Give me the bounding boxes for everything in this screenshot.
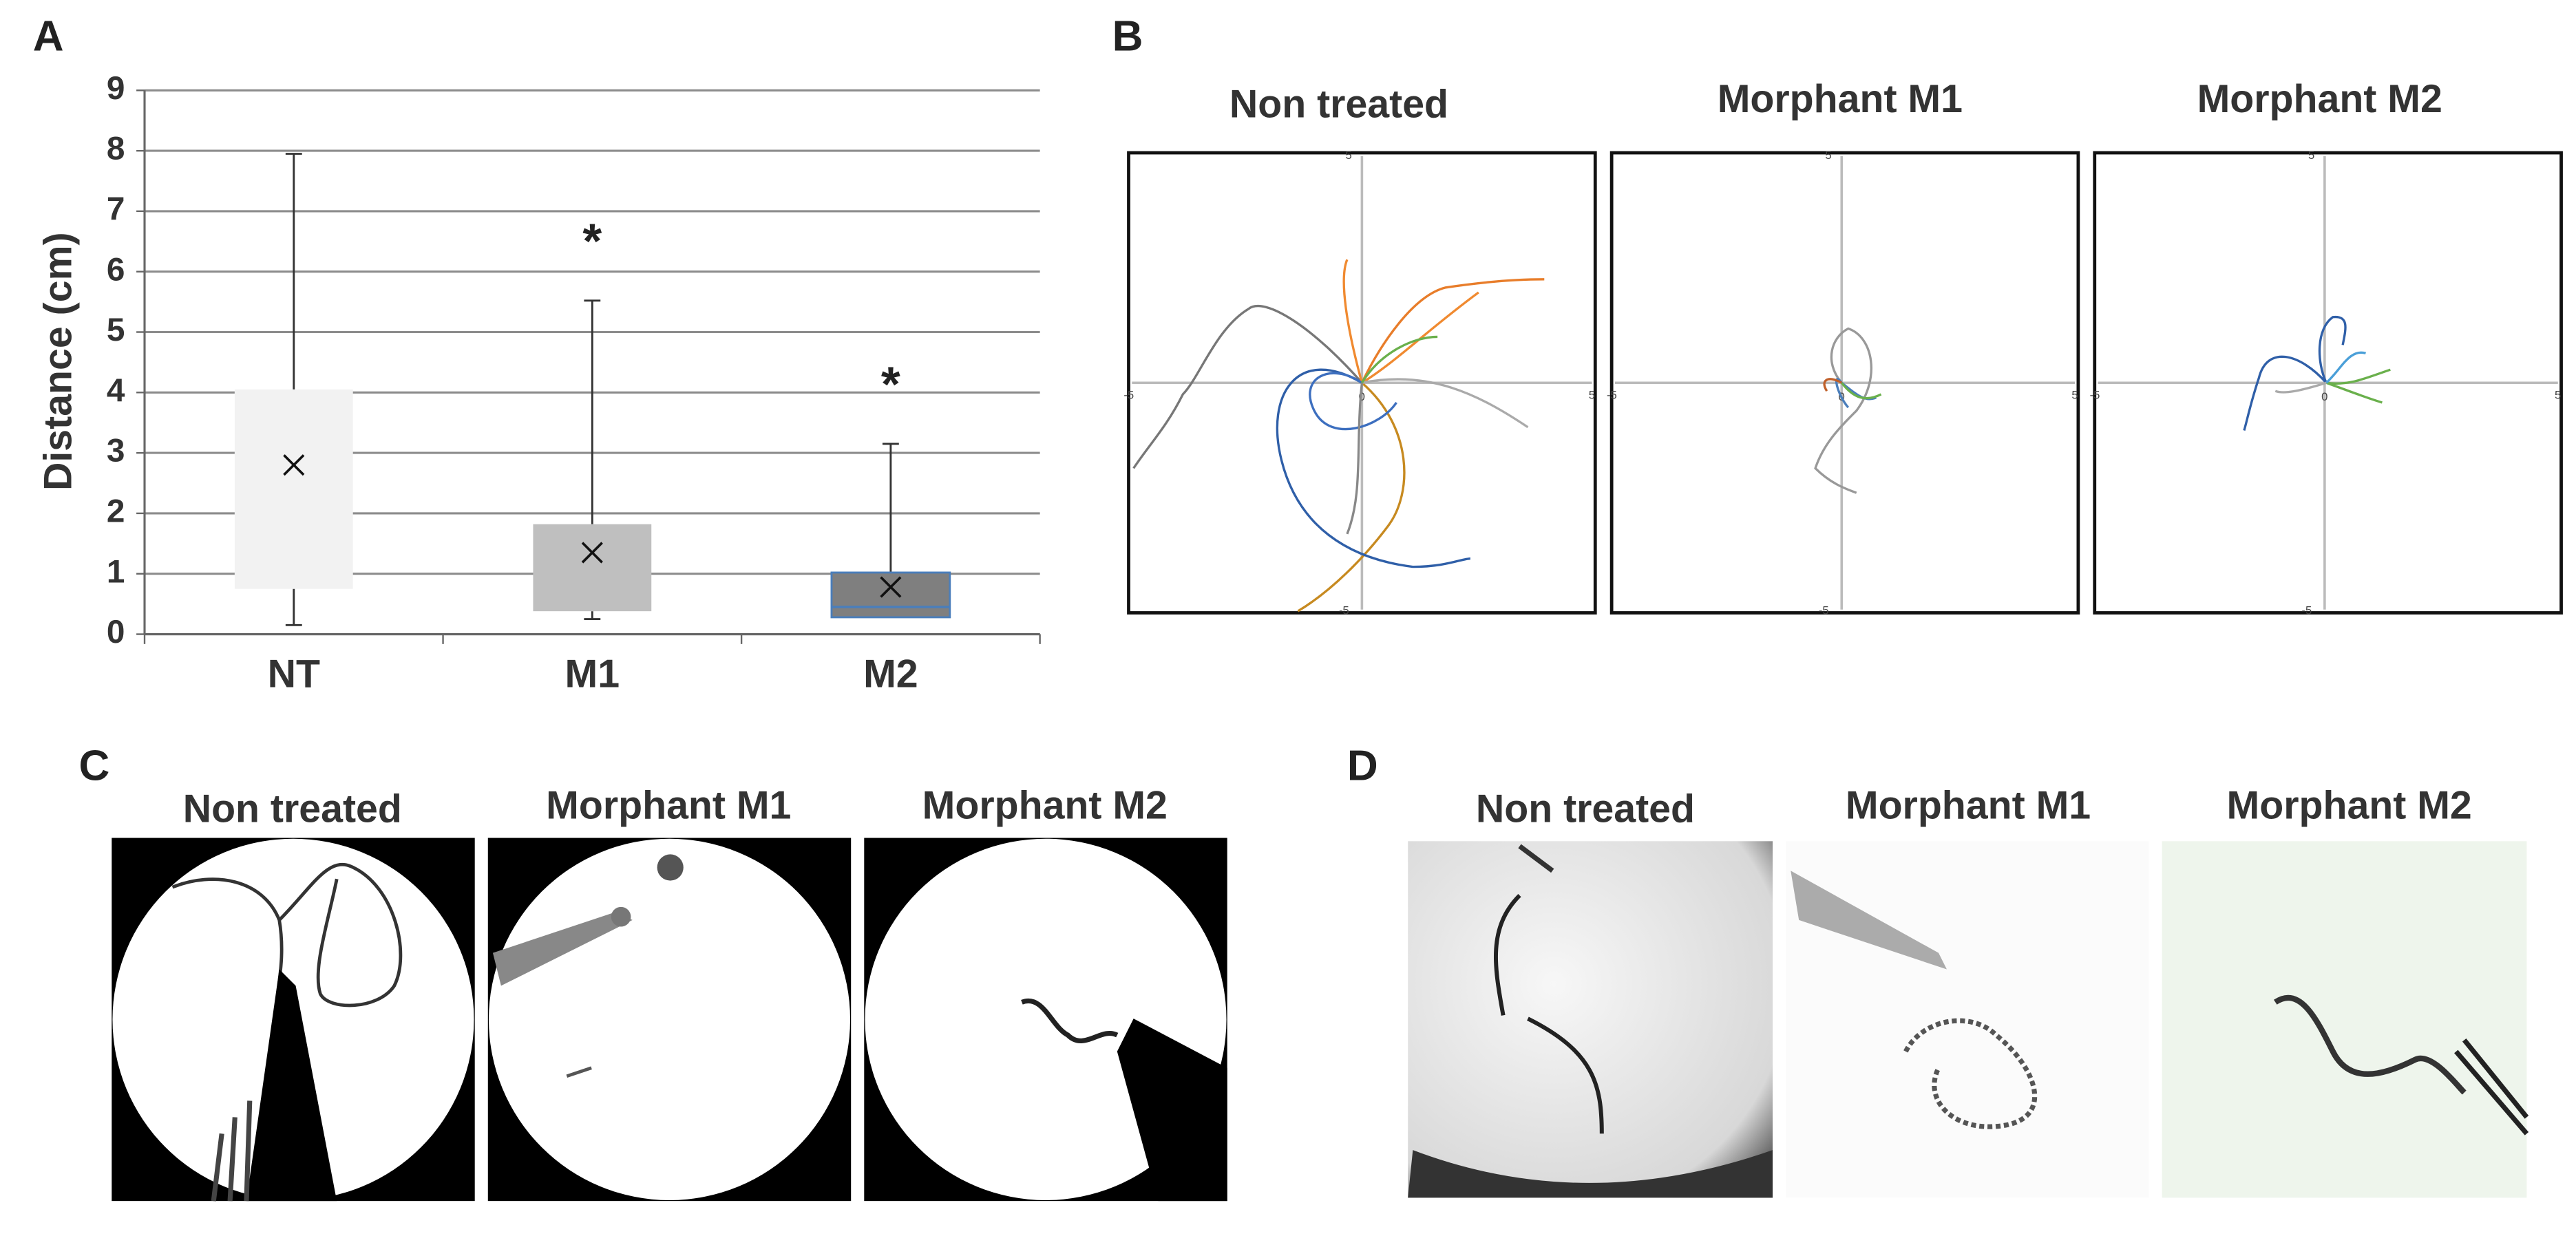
photo-title: Non treated	[1476, 787, 1695, 831]
panel-label: D	[1347, 743, 1378, 790]
video-panel: Non treated Morphant M1 Morphant M2	[112, 784, 1227, 1202]
y-tick-label: 8	[107, 131, 125, 167]
plot-title: Morphant M2	[2197, 77, 2442, 121]
box	[533, 524, 652, 612]
y-tick-label: 2	[107, 493, 125, 530]
y-tick-label: 0	[107, 614, 125, 650]
y-tick-label: 3	[107, 433, 125, 469]
axis-label: 5	[1346, 149, 1352, 162]
photo-panel: Non treated Morphant M1 Morphant M2	[1408, 784, 2529, 1198]
axis-label: 5	[2308, 149, 2314, 162]
video-title: Non treated	[183, 787, 402, 831]
annotation: *	[582, 214, 602, 269]
axis-label: 0	[2321, 390, 2327, 403]
y-axis-label: Distance (cm)	[36, 232, 80, 491]
box	[234, 389, 353, 589]
y-tick-label: 9	[107, 70, 125, 107]
axis-label: -5	[2090, 389, 2100, 402]
plot-title: Non treated	[1229, 82, 1448, 126]
axis-label: -5	[1123, 389, 1134, 402]
panel-label: B	[1112, 13, 1143, 61]
axis-label: 5	[2071, 389, 2078, 402]
box-plot: 0 1 2 3 4 5 6 7 8 9 NT M1 M2 * *	[107, 70, 1041, 696]
axis-label: -5	[2301, 604, 2312, 617]
y-tick-label: 6	[107, 251, 125, 288]
video-title: Morphant M1	[546, 784, 791, 828]
x-tick-label: NT	[268, 652, 320, 696]
panel-label: A	[33, 13, 64, 61]
mean-cross	[581, 542, 603, 564]
mean-cross	[880, 576, 902, 598]
photo-title: Morphant M2	[2227, 784, 2472, 828]
photo-title: Morphant M1	[1846, 784, 2091, 828]
trajectory-panel: Non treated Morphant M1 Morphant M2 5 -5 -…	[1123, 77, 2563, 617]
axis-label: -5	[1819, 604, 1829, 617]
axis-label: 5	[1825, 149, 1831, 162]
annotation: *	[881, 357, 900, 412]
x-tick-label: M1	[565, 652, 620, 696]
axis-label: 5	[1589, 389, 1595, 402]
y-tick-label: 7	[107, 191, 125, 228]
mean-marker	[880, 576, 902, 598]
mean-marker	[581, 542, 603, 564]
axis-label: -5	[1339, 604, 1349, 617]
y-tick-label: 5	[107, 312, 125, 348]
axis-label: -5	[1607, 389, 1617, 402]
panel-label: C	[79, 743, 110, 790]
mean-cross	[283, 454, 305, 476]
plot-title: Morphant M1	[1718, 77, 1963, 121]
video-title: Morphant M2	[922, 784, 1168, 828]
box	[830, 571, 951, 619]
axis-label: 5	[2555, 389, 2561, 402]
y-tick-label: 4	[107, 372, 125, 409]
trajectories	[1132, 259, 2391, 612]
x-tick-label: M2	[863, 652, 918, 696]
mean-marker	[283, 454, 305, 476]
y-tick-label: 1	[107, 553, 125, 590]
